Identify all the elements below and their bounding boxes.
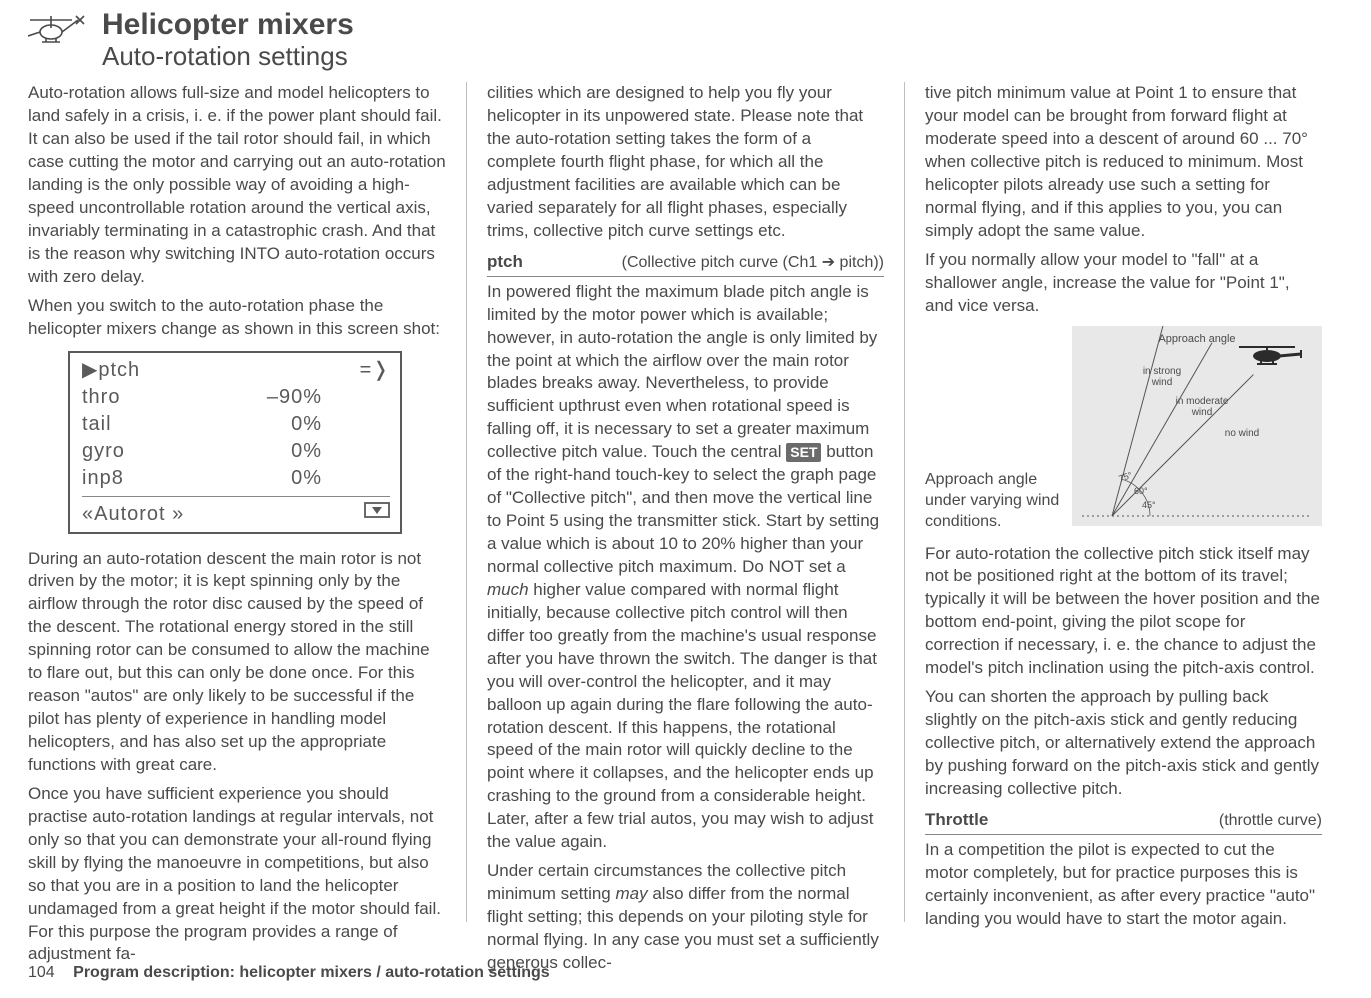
screen-label: thro <box>82 384 212 411</box>
screen-arrow <box>322 384 390 411</box>
screen-arrow <box>322 465 390 492</box>
column-1: Auto-rotation allows full-size and model… <box>28 82 466 922</box>
screen-row: inp8 0% <box>82 465 390 492</box>
screen-row: ▶ptch =❭ <box>82 357 390 384</box>
phase-name: «Autorot » <box>82 501 184 528</box>
page-subtitle: Auto-rotation settings <box>102 41 354 72</box>
section-label: Throttle <box>925 809 988 832</box>
footer-text: Program description: helicopter mixers /… <box>73 964 550 981</box>
paragraph: In powered flight the maximum blade pitc… <box>487 281 884 854</box>
svg-text:Approach angle: Approach angle <box>1158 333 1235 345</box>
columns: Auto-rotation allows full-size and model… <box>28 82 1343 922</box>
svg-text:wind: wind <box>1151 377 1173 388</box>
paragraph: Once you have sufficient experience you … <box>28 783 446 967</box>
svg-text:in strong: in strong <box>1143 366 1181 377</box>
paragraph: Under certain circumstances the collecti… <box>487 860 884 975</box>
page-title: Helicopter mixers <box>102 8 354 41</box>
paragraph: tive pitch minimum value at Point 1 to e… <box>925 82 1322 243</box>
diagram-caption: Approach angle under varying wind condit… <box>925 470 1062 532</box>
screen-arrow: =❭ <box>322 357 390 384</box>
page: Helicopter mixers Auto-rotation settings… <box>0 0 1371 998</box>
paragraph: For auto-rotation the collective pitch s… <box>925 543 1322 681</box>
paragraph: In a competition the pilot is expected t… <box>925 839 1322 931</box>
helicopter-icon <box>28 14 86 53</box>
screen-label: inp8 <box>82 465 212 492</box>
approach-angle-diagram-wrap: Approach angle under varying wind condit… <box>925 326 1322 533</box>
paragraph: During an auto-rotation descent the main… <box>28 548 446 777</box>
page-footer: 104 Program description: helicopter mixe… <box>28 964 550 982</box>
paragraph: When you switch to the auto-rotation pha… <box>28 295 446 341</box>
screen-label: tail <box>82 411 212 438</box>
screen-arrow <box>322 411 390 438</box>
screen-arrow <box>322 438 390 465</box>
screen-shot-box: ▶ptch =❭ thro –90% tail 0% <box>68 351 402 534</box>
section-heading-throttle: Throttle (throttle curve) <box>925 809 1322 835</box>
section-heading-ptch: ptch (Collective pitch curve (Ch1 ➔ pitc… <box>487 251 884 277</box>
column-2: cilities which are designed to help you … <box>466 82 904 922</box>
screen-value: 0% <box>212 465 322 492</box>
screen-row: gyro 0% <box>82 438 390 465</box>
paragraph: You can shorten the approach by pulling … <box>925 686 1322 801</box>
page-header: Helicopter mixers Auto-rotation settings <box>28 8 1343 72</box>
paragraph: Auto-rotation allows full-size and model… <box>28 82 446 288</box>
screen-value <box>212 357 322 384</box>
screen-label: ▶ptch <box>82 357 212 384</box>
screen-row: tail 0% <box>82 411 390 438</box>
svg-text:no wind: no wind <box>1225 428 1259 439</box>
paragraph: If you normally allow your model to "fal… <box>925 249 1322 318</box>
model-select-icon <box>364 501 390 528</box>
section-desc: (throttle curve) <box>1219 810 1322 832</box>
screen-value: –90% <box>212 384 322 411</box>
svg-text:45°: 45° <box>1142 500 1156 510</box>
screen-footer: «Autorot » <box>82 501 390 528</box>
screen-label: gyro <box>82 438 212 465</box>
screen-row: thro –90% <box>82 384 390 411</box>
screen-value: 0% <box>212 438 322 465</box>
divider <box>82 496 390 497</box>
svg-text:in moderate: in moderate <box>1176 396 1229 407</box>
set-button-badge: SET <box>786 443 821 462</box>
arrow-right-icon: ➔ <box>822 254 835 271</box>
svg-text:60°: 60° <box>1134 486 1148 496</box>
screen-value: 0% <box>212 411 322 438</box>
svg-text:wind: wind <box>1191 407 1213 418</box>
title-block: Helicopter mixers Auto-rotation settings <box>102 8 354 72</box>
paragraph: cilities which are designed to help you … <box>487 82 884 243</box>
section-label: ptch <box>487 251 523 274</box>
section-desc: (Collective pitch curve (Ch1 ➔ pitch)) <box>622 252 884 274</box>
column-3: tive pitch minimum value at Point 1 to e… <box>904 82 1342 922</box>
approach-angle-diagram: Approach angle45°60°75°in strongwindin m… <box>1072 326 1322 533</box>
page-number: 104 <box>28 964 55 981</box>
